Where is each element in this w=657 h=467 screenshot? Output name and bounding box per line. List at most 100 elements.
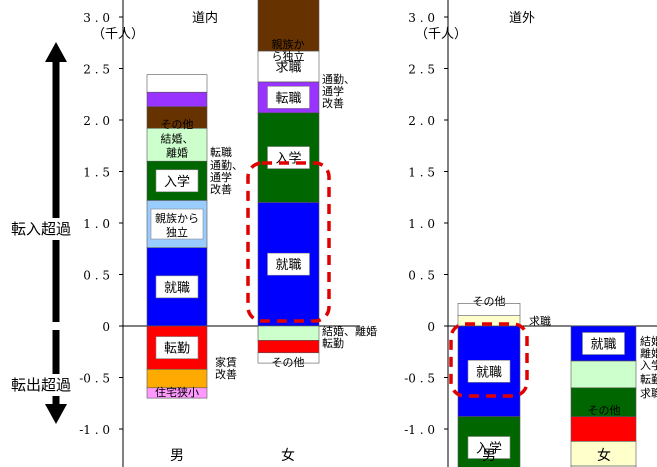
segment-label: 入学 (164, 174, 190, 190)
y-tick-label: 0 (427, 320, 435, 334)
category-label: 男 (170, 448, 184, 464)
segment-label: 転職 (275, 91, 301, 106)
arrow-up-head (45, 42, 67, 62)
y-tick-label: 2 . 0 (408, 114, 435, 128)
callout-label: 求職 (640, 387, 657, 400)
segment-label: 求職 (275, 60, 301, 75)
arrow-down-head (45, 404, 67, 424)
highlight-box-dounai-female (246, 161, 331, 323)
y-tick-label: -1 . 0 (404, 423, 435, 437)
segment-label-box (267, 86, 310, 109)
segment-label-box (467, 360, 511, 383)
bar-segment (570, 360, 637, 389)
callout-label: 求職 (529, 315, 551, 328)
bar-segment (257, 352, 320, 364)
y-tick-label: 1 . 5 (83, 166, 110, 180)
callout-label: 家賃 (215, 355, 237, 369)
category-label: 女 (281, 447, 295, 464)
segment-label: 就職 (476, 365, 502, 380)
callout-label: 転勤 (640, 373, 657, 386)
segment-label: 転勤 (164, 342, 190, 357)
segment-label: 離婚 (166, 146, 188, 160)
callout-label: 住宅狭小 (155, 385, 199, 399)
bar-segment (146, 91, 208, 107)
bar-segment (457, 303, 521, 316)
bar-segment (146, 387, 208, 399)
y-tick-label: 0 (102, 320, 110, 334)
bar-segment (570, 387, 637, 417)
callout-label: 転職 (210, 146, 232, 159)
callout-label: 通勤、 (210, 159, 243, 172)
category-label: 男 (482, 448, 496, 464)
callout-label: その他 (272, 356, 305, 369)
side-arrow: 転入超過 転出超過 (8, 42, 71, 424)
chart-title: 道外 (509, 11, 535, 26)
bar-segment (146, 74, 208, 93)
inflow-label: 転入超過 (11, 220, 71, 238)
segment-label-box (267, 252, 310, 276)
y-tick-label: 2 . 5 (408, 63, 435, 77)
segment-label: 入学 (476, 441, 502, 457)
outflow-label: 転出超過 (11, 376, 71, 394)
bar-segment (257, 340, 320, 354)
y-tick-label: -0 . 5 (404, 372, 435, 386)
inflow-label-bg (8, 218, 66, 240)
callout-label: 結婚 (640, 334, 657, 348)
callout-label: その他 (588, 404, 621, 417)
callout-label: その他 (161, 118, 194, 131)
outflow-label-bg (8, 374, 66, 396)
segment-label: 独立 (166, 225, 188, 239)
y-tick-label: 3 . 0 (83, 11, 110, 25)
chart-title: 道内 (192, 10, 218, 26)
y-tick-label: -1 . 0 (79, 423, 110, 437)
chart-panels: 道内（千人）3 . 53 . 02 . 52 . 01 . 51 . 00 . … (79, 0, 657, 467)
bar-segment (570, 416, 637, 442)
callout-label: 転勤 (322, 337, 344, 350)
callout-label: 親族か (272, 37, 305, 51)
bar-segment (257, 325, 320, 341)
highlight-box-dougai-male (449, 322, 529, 398)
callout-label: ら独立 (272, 49, 305, 63)
callout-label: 改善 (322, 96, 344, 110)
stacked-bar-女: 就職 (570, 325, 637, 467)
unit-label: （千人） (92, 27, 144, 42)
y-tick-label: 2 . 0 (83, 114, 110, 128)
segment-label: 就職 (164, 281, 190, 296)
y-tick-label: -0 . 5 (79, 372, 110, 386)
bar-segment (570, 441, 637, 467)
y-tick-label: 0 . 5 (83, 269, 110, 283)
chart-panel: 道内（千人）3 . 53 . 02 . 52 . 01 . 51 . 00 . … (79, 0, 377, 467)
segment-label-box (467, 436, 511, 459)
callout-label: その他 (473, 295, 506, 308)
callout-label: 改善 (215, 367, 237, 381)
bar-segment (146, 127, 208, 162)
callout-label: 通勤、 (322, 73, 355, 86)
segment-label-box (155, 275, 199, 299)
y-tick-label: 0 . 5 (408, 269, 435, 283)
y-tick-label: 3 . 0 (408, 11, 435, 25)
callout-label: 通学 (210, 170, 232, 184)
y-tick-label: 1 . 0 (408, 217, 435, 231)
segment-label-box (150, 208, 204, 240)
chart-panel: 道外（千人）3 . 53 . 02 . 52 . 01 . 51 . 00 . … (404, 0, 657, 467)
segment-label: 親族から (155, 211, 199, 225)
segment-label: 就職 (590, 338, 616, 353)
callout-label: 改善 (210, 182, 232, 196)
segment-label-box (582, 332, 625, 355)
bar-segment (257, 0, 320, 52)
bar-segment (257, 50, 320, 83)
segment-label-box (155, 169, 199, 193)
segment-label-box (155, 336, 199, 359)
callout-label: 入学 (640, 358, 657, 372)
callout-label: 通学 (322, 84, 344, 98)
callout-label: 結婚、離婚 (322, 324, 377, 338)
y-tick-label: 2 . 5 (83, 63, 110, 77)
segment-label: 就職 (275, 258, 301, 273)
callout-label: 離婚 (640, 346, 657, 360)
segment-label: 結婚、 (161, 132, 194, 146)
